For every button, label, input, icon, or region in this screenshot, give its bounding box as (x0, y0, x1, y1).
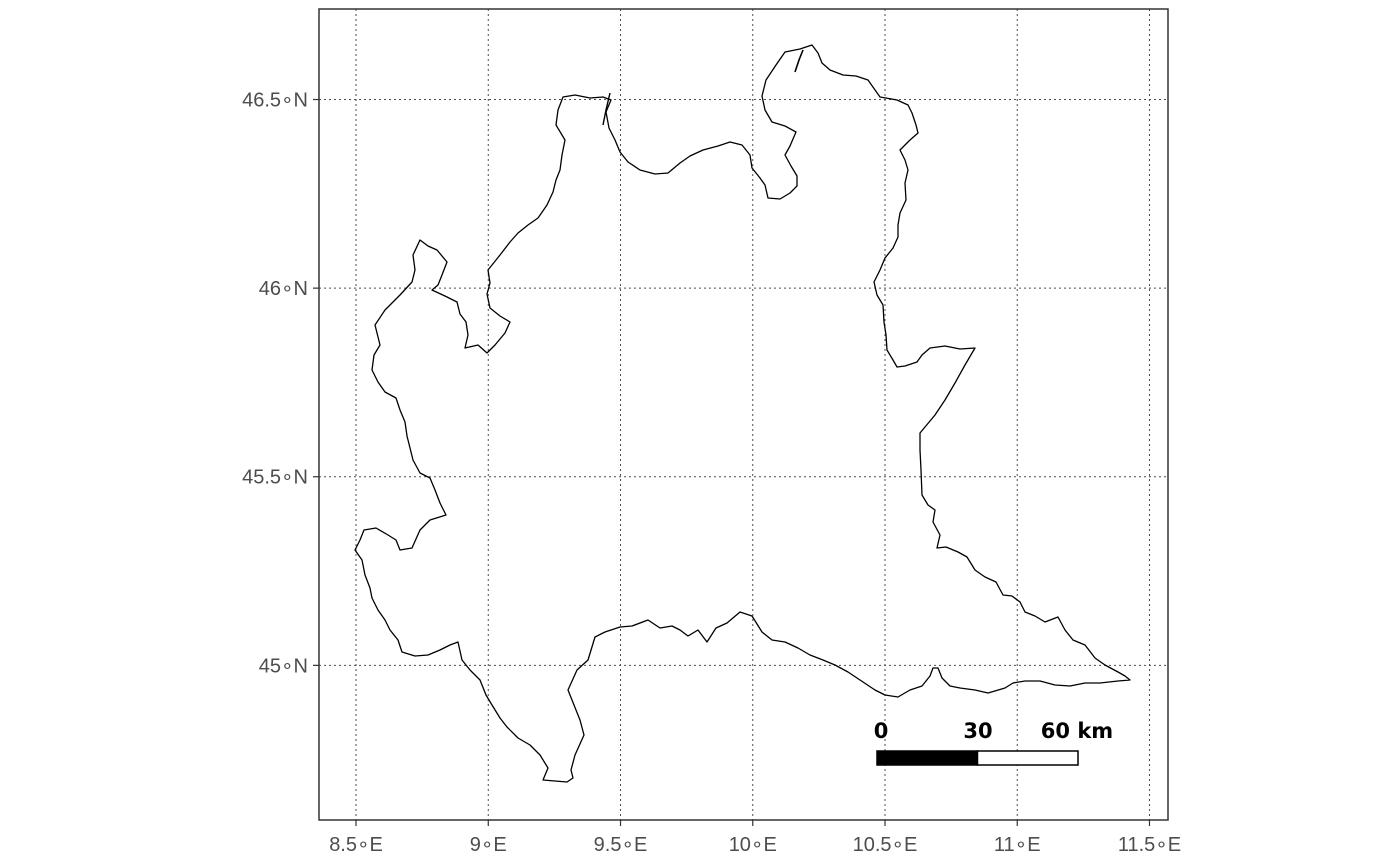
y-tick-label: 45.5∘N (242, 467, 308, 489)
y-axis: 45∘N 45.5∘N 46∘N 46.5∘N (242, 90, 319, 677)
y-tick-label: 46.5∘N (242, 90, 308, 112)
x-axis: 8.5∘E 9∘E 9.5∘E 10∘E 10.5∘E 11∘E 11.5∘E (329, 820, 1181, 856)
graticule (319, 9, 1168, 820)
scale-bar-segment-light (976, 750, 1079, 766)
y-tick-label: 45∘N (259, 655, 308, 677)
scale-bar-label: 60 km (1041, 719, 1113, 743)
x-tick-label: 10.5∘E (853, 834, 918, 856)
x-tick-label: 11.5∘E (1118, 834, 1181, 856)
plot-panel-border (318, 8, 1169, 821)
y-tick-label: 46∘N (259, 278, 308, 300)
scale-bar-label: 30 (963, 719, 992, 743)
scale-bar-label: 0 (874, 719, 889, 743)
scale-bar-segment-dark (876, 750, 979, 766)
x-tick-label: 9.5∘E (594, 834, 648, 856)
scale-bar: 0 30 60 km (874, 719, 1113, 766)
x-tick-label: 11∘E (994, 834, 1041, 856)
x-tick-label: 10∘E (729, 834, 777, 856)
x-tick-label: 9∘E (470, 834, 507, 856)
x-tick-label: 8.5∘E (329, 834, 383, 856)
lake-shoreline (602, 92, 611, 126)
river-channel (794, 49, 804, 73)
region-boundary (354, 44, 1131, 783)
